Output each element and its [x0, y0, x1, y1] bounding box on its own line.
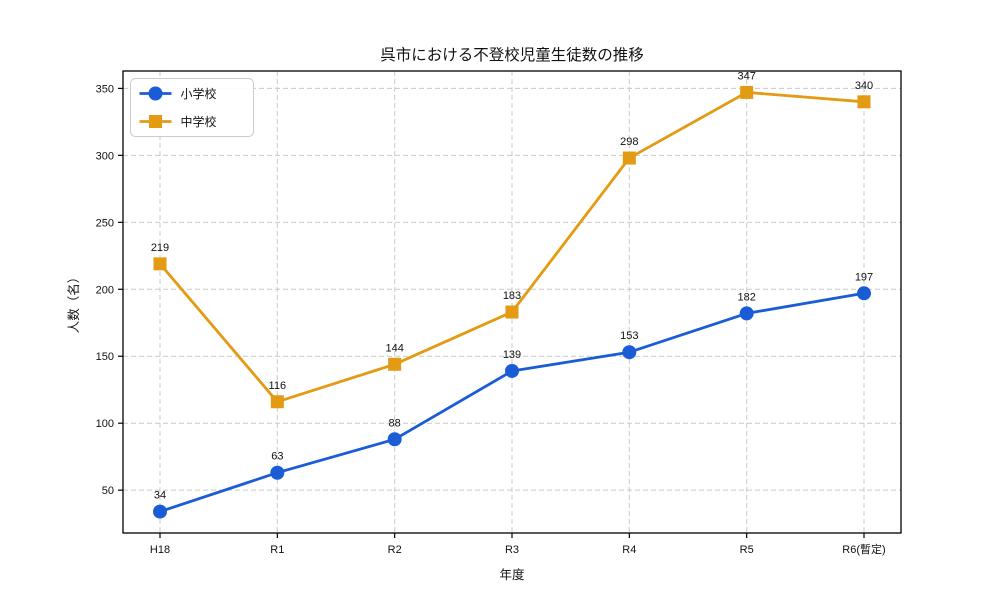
x-tick-label: H18 — [150, 544, 170, 556]
y-tick-label: 50 — [102, 485, 114, 497]
marker-square-中学校 — [505, 305, 519, 319]
data-label: 116 — [269, 380, 287, 392]
y-tick-label: 350 — [96, 83, 114, 95]
data-label: 144 — [385, 342, 403, 354]
x-tick-label: R4 — [622, 544, 636, 556]
legend-marker-square — [149, 115, 162, 128]
plot-area: H18 R1 R2 R3 R4 R5 R6(暫定) 50 100 150 200 250 300 350 3… — [96, 70, 902, 556]
chart-title: 呉市における不登校児童生徒数の推移 — [380, 45, 644, 64]
data-label: 197 — [855, 271, 873, 283]
x-tick-label: R5 — [740, 544, 754, 556]
marker-square-中学校 — [740, 85, 754, 99]
data-label: 153 — [620, 330, 638, 342]
x-tick-label: R6(暫定) — [842, 542, 885, 556]
data-label: 340 — [855, 80, 873, 92]
marker-square-中学校 — [622, 151, 636, 165]
legend-marker-circle — [148, 86, 163, 101]
marker-circle-小学校 — [739, 306, 754, 321]
marker-circle-小学校 — [505, 363, 519, 378]
data-label: 139 — [503, 349, 521, 361]
marker-circle-小学校 — [622, 345, 637, 360]
data-label: 347 — [737, 70, 755, 82]
marker-square-中学校 — [153, 257, 167, 271]
marker-circle-小学校 — [857, 286, 871, 301]
y-tick-label: 250 — [96, 217, 114, 229]
data-label: 219 — [151, 242, 169, 254]
marker-square-中学校 — [857, 95, 871, 109]
marker-square-中学校 — [388, 357, 402, 371]
x-tick-label: R1 — [270, 544, 284, 556]
marker-circle-小学校 — [270, 465, 285, 480]
x-axis-label: 年度 — [499, 567, 525, 582]
y-tick-label: 200 — [96, 284, 114, 296]
data-label: 183 — [503, 290, 521, 302]
y-tick-label: 100 — [96, 418, 114, 430]
y-tick-label: 300 — [96, 150, 114, 162]
marker-square-中学校 — [270, 395, 284, 409]
legend-label: 小学校 — [181, 86, 217, 101]
marker-circle-小学校 — [387, 432, 402, 447]
y-axis-label: 人数（名） — [66, 271, 81, 334]
legend-label: 中学校 — [181, 114, 217, 129]
y-tick-label: 150 — [96, 351, 114, 363]
x-tick-label: R2 — [388, 544, 402, 556]
data-label: 88 — [389, 417, 401, 429]
x-tick-label: R3 — [505, 544, 519, 556]
data-label: 182 — [737, 291, 755, 303]
data-label: 298 — [620, 136, 638, 148]
data-label: 63 — [271, 451, 283, 463]
data-label: 34 — [154, 490, 166, 502]
marker-circle-小学校 — [153, 504, 167, 519]
